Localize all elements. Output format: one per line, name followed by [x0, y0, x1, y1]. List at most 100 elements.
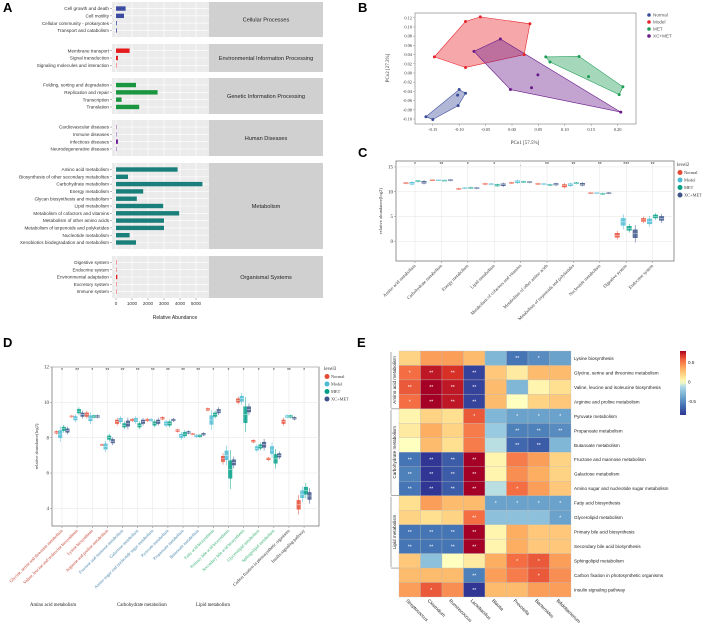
legend-marker [647, 27, 651, 31]
column-label: Prevotella [513, 598, 531, 616]
x-tick-label: 0 [115, 301, 118, 306]
category-label: Membrane transport [68, 48, 110, 53]
y-tick-label: 0.00 [404, 71, 412, 76]
significance-marker: ** [408, 530, 412, 536]
significance-marker: ** [537, 429, 541, 435]
panel-d-level3-boxplot: 4 6 8 10 12 * Glycine, serine and threonine me… [8, 366, 349, 608]
significance-marker: * [258, 368, 260, 374]
significance-marker: * [495, 501, 497, 507]
heatmap-cell [506, 567, 529, 583]
bar [116, 20, 117, 26]
significance-marker: * [303, 368, 305, 374]
heatmap-cell [506, 466, 529, 482]
heatmap-cell [484, 538, 507, 554]
sample-point [431, 117, 435, 121]
column-label: Lactobacillus [470, 598, 493, 621]
category-label: Signal transduction [70, 56, 110, 61]
row-label: Butanoate metabolism [574, 443, 620, 448]
row-group-label: Amino acid metabolism [392, 356, 397, 404]
significance-marker: ** [472, 458, 476, 464]
bar [116, 233, 130, 238]
significance-marker: ** [429, 400, 433, 406]
heatmap-cell [506, 394, 529, 410]
legend-marker [647, 34, 651, 38]
sample-point [621, 85, 625, 89]
column-label: Bifidobacterium [556, 598, 582, 624]
legend-marker [677, 177, 683, 183]
heatmap-cell [506, 452, 529, 467]
category-label: Metabolism of cofactors and vitamins [470, 263, 523, 316]
row-label: Fructose and mannose metabolism [574, 457, 646, 462]
panel-label-a: A [3, 0, 13, 15]
category-label: Environmental adaptation [57, 275, 110, 280]
significance-marker: * [212, 368, 214, 374]
heatmap-cell [398, 510, 421, 525]
row-label: Carbon fixation in photosynthetic organi… [574, 573, 664, 578]
category-label: Energy metabolism [70, 189, 109, 194]
legend-marker [324, 389, 330, 394]
row-label: Valine, leucine and isoleucine biosynthe… [574, 385, 661, 390]
heatmap-cell [549, 394, 572, 410]
heatmap-cell [441, 582, 464, 598]
significance-marker: ** [287, 368, 291, 374]
box [429, 179, 435, 181]
heatmap-cell [527, 524, 550, 540]
heatmap-cell [506, 379, 529, 395]
y-tick-label: 5 [391, 215, 394, 220]
significance-marker: ** [408, 385, 412, 391]
row-label: Amino sugar and nucleotide sugar metabol… [574, 486, 669, 491]
category-label: Immune system [77, 289, 110, 294]
heatmap-cell [506, 582, 529, 598]
legend-marker [647, 20, 651, 24]
bar [116, 189, 144, 194]
sample-point [528, 22, 532, 26]
significance-marker: ** [472, 486, 476, 492]
colorbar-tick-label: 0.5 [688, 360, 695, 365]
legend-label: MET [331, 389, 341, 394]
heatmap-cell [484, 582, 507, 598]
sample-point [508, 88, 512, 92]
x-tick-label: -0.05 [481, 127, 491, 132]
significance-marker: ** [472, 472, 476, 478]
category-label: Transport and catabolism [57, 28, 109, 33]
sample-point [544, 55, 548, 59]
category-label: Digestive system [74, 260, 109, 265]
legend-label: MET [684, 185, 694, 190]
heatmap-cell [527, 394, 550, 410]
heatmap-cell [484, 350, 507, 366]
bar [116, 90, 158, 95]
legend-label: MET [653, 27, 663, 32]
significance-marker: * [61, 368, 63, 374]
sample-point [432, 55, 436, 59]
sample-point [472, 49, 476, 53]
significance-marker: ** [451, 458, 455, 464]
heatmap-cell [549, 567, 572, 583]
legend-label: Normal [653, 13, 668, 18]
heatmap-cell [527, 466, 550, 482]
category-label: Xenobiotics biodegradation and metabolis… [20, 240, 109, 245]
y-tick-label: 10 [44, 401, 50, 406]
facet-strip-label: Environmental Information Processing [219, 56, 314, 62]
panel-label-b: B [358, 0, 367, 15]
category-label: Translation [86, 105, 109, 110]
box [594, 192, 600, 194]
significance-marker: ** [408, 486, 412, 492]
x-tick-label: 1000 [127, 301, 138, 306]
heatmap-cell [398, 408, 421, 424]
facet-strip [209, 2, 323, 37]
significance-marker: ** [515, 429, 519, 435]
bar [116, 6, 126, 11]
significance-marker: * [273, 368, 275, 374]
facet-strip-label: Metabolism [252, 204, 281, 210]
category-label: Lipid metabolism [469, 263, 496, 290]
heatmap-cell [527, 481, 550, 496]
facet-strip [209, 78, 323, 114]
significance-marker: ** [537, 443, 541, 449]
significance-marker: ** [451, 530, 455, 536]
heatmap-cell [420, 423, 443, 438]
sample-point [577, 54, 581, 58]
significance-marker: ** [429, 472, 433, 478]
legend-marker [324, 381, 330, 387]
significance-marker: ** [545, 162, 549, 168]
heatmap-cell [441, 408, 464, 424]
